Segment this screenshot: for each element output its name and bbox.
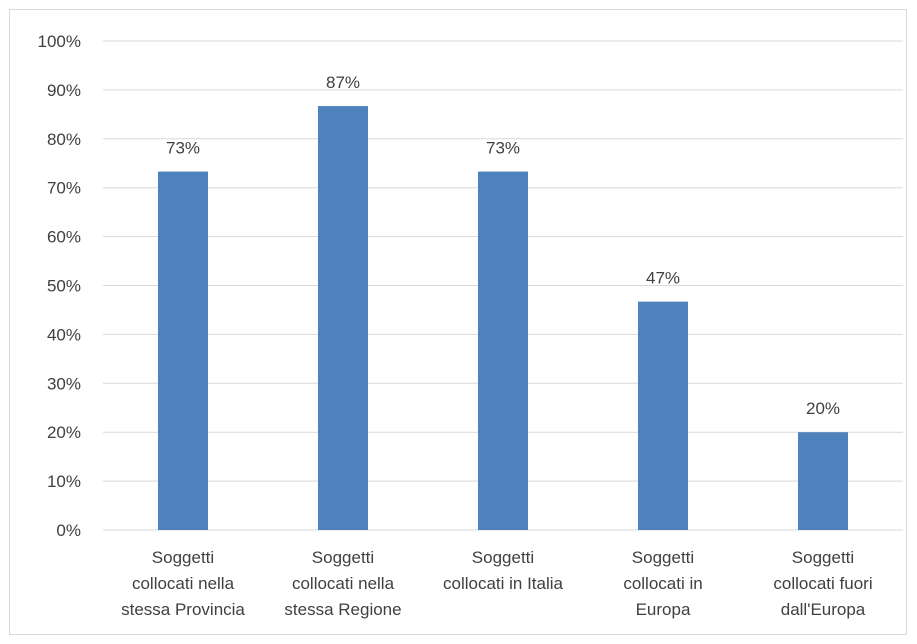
data-label: 87% — [326, 73, 360, 92]
bar — [638, 301, 688, 530]
y-tick-label: 20% — [47, 423, 81, 442]
data-label: 20% — [806, 399, 840, 418]
bar — [158, 171, 208, 531]
bar — [478, 171, 528, 531]
y-tick-label: 10% — [47, 472, 81, 491]
y-tick-label: 60% — [47, 228, 81, 247]
x-tick-label: collocati in Italia — [443, 574, 564, 593]
y-tick-label: 30% — [47, 374, 81, 393]
x-tick-label: Europa — [636, 600, 691, 619]
y-tick-label: 0% — [56, 521, 81, 540]
x-tick-label: Soggetti — [632, 548, 694, 567]
x-tick-label: collocati nella — [292, 574, 395, 593]
x-tick-label: stessa Regione — [284, 600, 401, 619]
x-tick-label: dall'Europa — [781, 600, 866, 619]
y-tick-label: 40% — [47, 325, 81, 344]
y-tick-label: 70% — [47, 179, 81, 198]
y-tick-label: 90% — [47, 81, 81, 100]
x-tick-label: stessa Provincia — [121, 600, 245, 619]
x-tick-label: collocati nella — [132, 574, 235, 593]
bar — [798, 432, 848, 530]
data-label: 47% — [646, 269, 680, 288]
y-tick-label: 80% — [47, 130, 81, 149]
x-tick-label: collocati in — [623, 574, 702, 593]
data-label: 73% — [166, 139, 200, 158]
x-tick-label: Soggetti — [472, 548, 534, 567]
x-tick-label: collocati fuori — [773, 574, 872, 593]
bar — [318, 106, 368, 531]
x-tick-label: Soggetti — [792, 548, 854, 567]
y-tick-label: 50% — [47, 277, 81, 296]
x-tick-label: Soggetti — [152, 548, 214, 567]
x-tick-label: Soggetti — [312, 548, 374, 567]
data-label: 73% — [486, 139, 520, 158]
y-tick-label: 100% — [38, 32, 81, 51]
